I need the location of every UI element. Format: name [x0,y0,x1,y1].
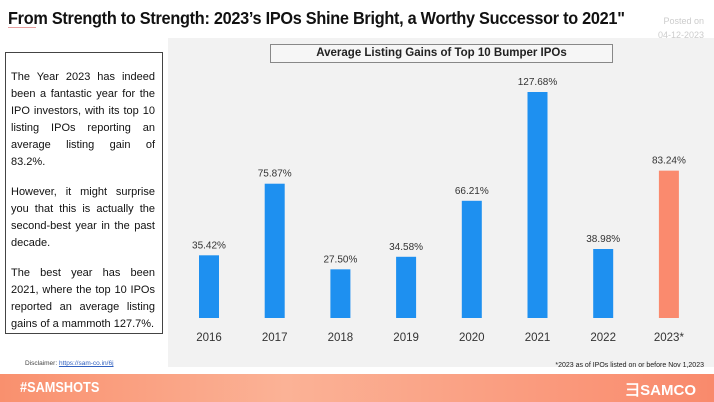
x-tick-label: 2019 [393,332,419,344]
bar-2019 [396,256,417,318]
bar-2022 [593,249,614,318]
disclaimer-link[interactable]: https://sam-co.in/6j [58,360,114,367]
data-label: 27.50% [323,254,357,265]
data-label: 75.87% [258,169,292,180]
posted-label: Posted on [663,16,704,26]
chart-title: Average Listing Gains of Top 10 Bumper I… [270,44,613,63]
posted-date: Posted on 04-12-2023 [658,14,704,42]
posted-date-value: 04-12-2023 [657,30,704,40]
chart-panel [168,38,714,367]
paragraph: However, it might surprise you that this… [11,186,155,249]
bar-2018 [330,269,351,318]
summary-text: The Year 2023 has indeed been a fantasti… [5,52,163,334]
x-tick-label: 2017 [262,332,288,344]
x-tick-label: 2016 [196,332,222,344]
paragraph: The best year has been 2021, where the t… [11,267,155,330]
samco-logo: ⺕SAMCO [625,382,696,399]
data-label: 34.58% [389,242,423,253]
footnote: *2023 as of IPOs listed on or before Nov… [555,362,704,369]
x-tick-label: 2018 [328,332,354,344]
data-label: 66.21% [455,186,489,197]
x-tick-label: 2022 [590,332,616,344]
disclaimer-label: Disclaimer: [25,360,58,367]
x-tick-label: 2021 [525,332,551,344]
hashtag: #SAMSHOTS [20,379,100,396]
data-label: 35.42% [192,240,226,251]
x-tick-label: 2023* [654,332,685,344]
disclaimer: Disclaimer: https://sam-co.in/6j [25,360,114,367]
title-underline [8,27,36,28]
page-title: From Strength to Strength: 2023’s IPOs S… [8,8,625,28]
data-label: 38.98% [586,234,620,245]
footer-banner: #SAMSHOTS ⺕SAMCO [0,374,714,402]
bar-2021 [527,92,548,318]
paragraph: The Year 2023 has indeed been a fantasti… [11,71,155,168]
bar-2016 [199,255,219,318]
brand-name: SAMCO [640,382,696,399]
data-label: 83.24% [652,156,686,167]
bar-2017 [264,183,285,318]
bar-2020 [461,200,482,318]
bar-2023* [658,170,679,318]
x-tick-label: 2020 [459,332,485,344]
data-label: 127.68% [518,77,558,88]
